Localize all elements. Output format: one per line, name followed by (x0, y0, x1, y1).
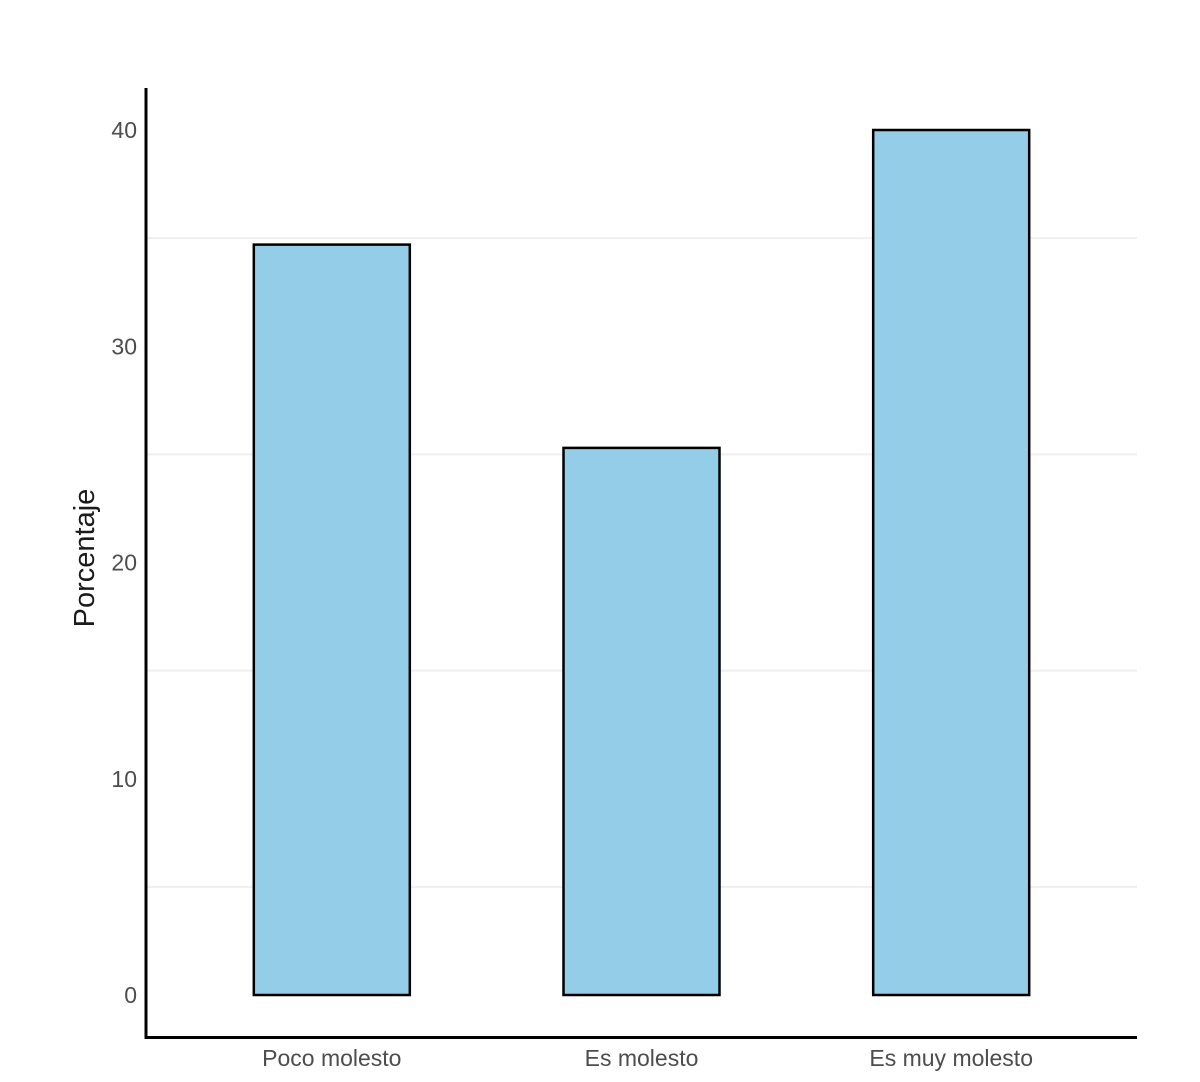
x-category-label: Es molesto (585, 1045, 699, 1071)
y-tick-label: 40 (111, 117, 137, 143)
y-tick-label: 20 (111, 550, 137, 576)
tick-labels-group: 0 10 20 30 40 Poco molesto Es molesto Es muy mo… (111, 117, 1033, 1071)
y-tick-label: 0 (124, 982, 137, 1008)
y-tick-label: 30 (111, 333, 137, 359)
x-category-label: Poco molesto (262, 1045, 401, 1071)
x-category-label: Es muy molesto (869, 1045, 1033, 1071)
bar-1 (562, 446, 721, 997)
bars-group (252, 128, 1031, 997)
bar-2 (871, 128, 1031, 997)
y-axis-title: Porcentaje (69, 489, 101, 628)
bar-0 (252, 243, 412, 997)
axes-group (144, 88, 1137, 1039)
y-tick-label: 10 (111, 766, 137, 792)
